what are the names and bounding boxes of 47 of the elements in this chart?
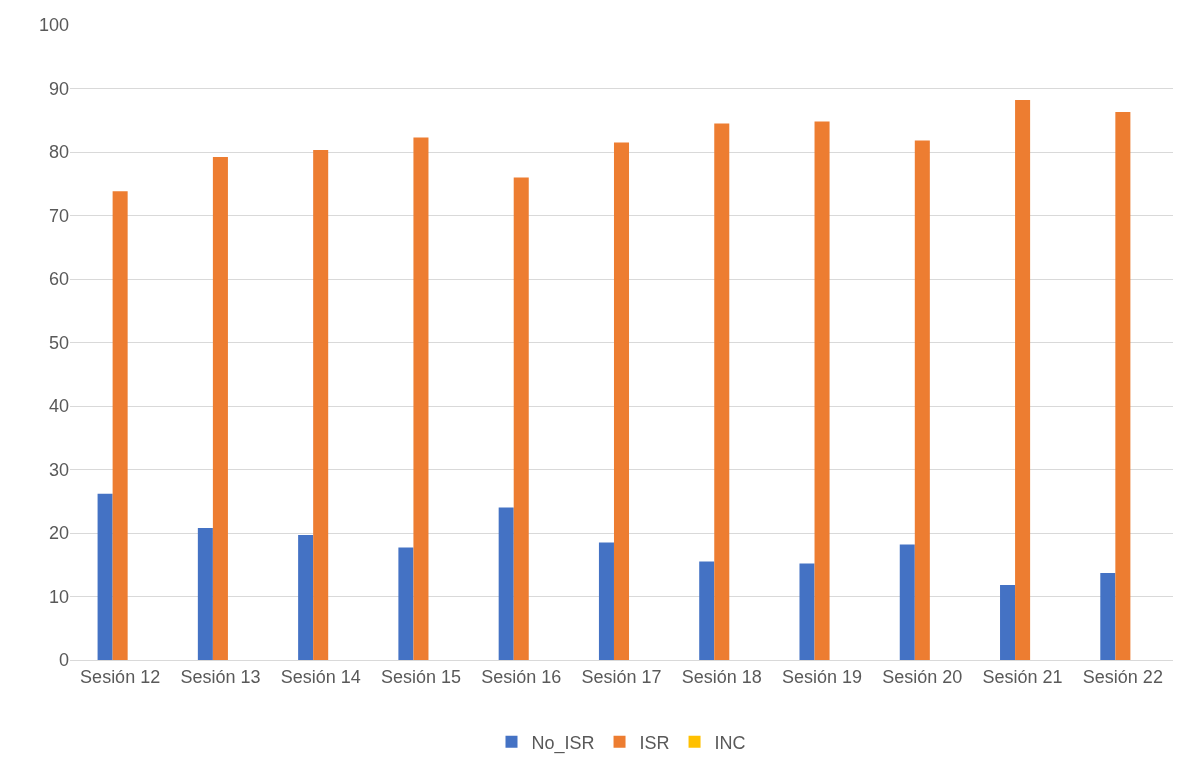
x-tick-label: Sesión 19 bbox=[782, 666, 863, 687]
bar bbox=[814, 121, 830, 660]
legend-label: ISR bbox=[639, 732, 670, 753]
y-tick-label: 90 bbox=[48, 78, 69, 99]
bar bbox=[197, 527, 213, 660]
legend-label: INC bbox=[714, 732, 746, 753]
x-tick-label: Sesión 20 bbox=[882, 666, 963, 687]
y-tick-label: 60 bbox=[48, 269, 69, 290]
bar bbox=[699, 561, 715, 660]
bar bbox=[513, 177, 529, 660]
bar bbox=[899, 544, 915, 660]
bar bbox=[799, 563, 815, 660]
x-tick-label: Sesión 16 bbox=[481, 666, 562, 687]
bar bbox=[313, 150, 329, 660]
y-tick-label: 80 bbox=[48, 142, 69, 163]
x-tick-label: Sesión 17 bbox=[581, 666, 662, 687]
bar bbox=[398, 547, 414, 660]
bar bbox=[97, 493, 113, 660]
x-tick-label: Sesión 15 bbox=[380, 666, 461, 687]
bar bbox=[1100, 573, 1116, 660]
bar bbox=[1115, 112, 1131, 660]
bar bbox=[714, 123, 730, 660]
bar bbox=[1000, 585, 1016, 660]
bar bbox=[613, 142, 630, 660]
bar bbox=[212, 157, 228, 660]
y-tick-label: 50 bbox=[48, 332, 69, 353]
y-tick-label: 0 bbox=[58, 650, 69, 671]
bar bbox=[413, 137, 429, 660]
x-tick-label: Sesión 21 bbox=[982, 666, 1063, 687]
y-tick-label: 40 bbox=[48, 396, 69, 417]
y-tick-label: 100 bbox=[38, 15, 69, 36]
bar bbox=[914, 140, 930, 660]
x-tick-label: Sesión 14 bbox=[280, 666, 361, 687]
legend-label: No_ISR bbox=[531, 732, 595, 754]
bar bbox=[1015, 99, 1031, 660]
bar bbox=[112, 191, 128, 660]
bar bbox=[498, 507, 514, 660]
x-tick-label: Sesión 22 bbox=[1082, 666, 1163, 687]
y-tick-label: 70 bbox=[48, 205, 69, 226]
bar bbox=[298, 534, 314, 660]
y-tick-label: 30 bbox=[48, 459, 69, 480]
x-tick-label: Sesión 18 bbox=[681, 666, 762, 687]
bar bbox=[598, 542, 614, 660]
y-tick-label: 10 bbox=[48, 586, 69, 607]
y-tick-label: 20 bbox=[48, 523, 69, 544]
x-tick-label: Sesión 12 bbox=[80, 666, 161, 687]
x-tick-label: Sesión 13 bbox=[180, 666, 261, 687]
